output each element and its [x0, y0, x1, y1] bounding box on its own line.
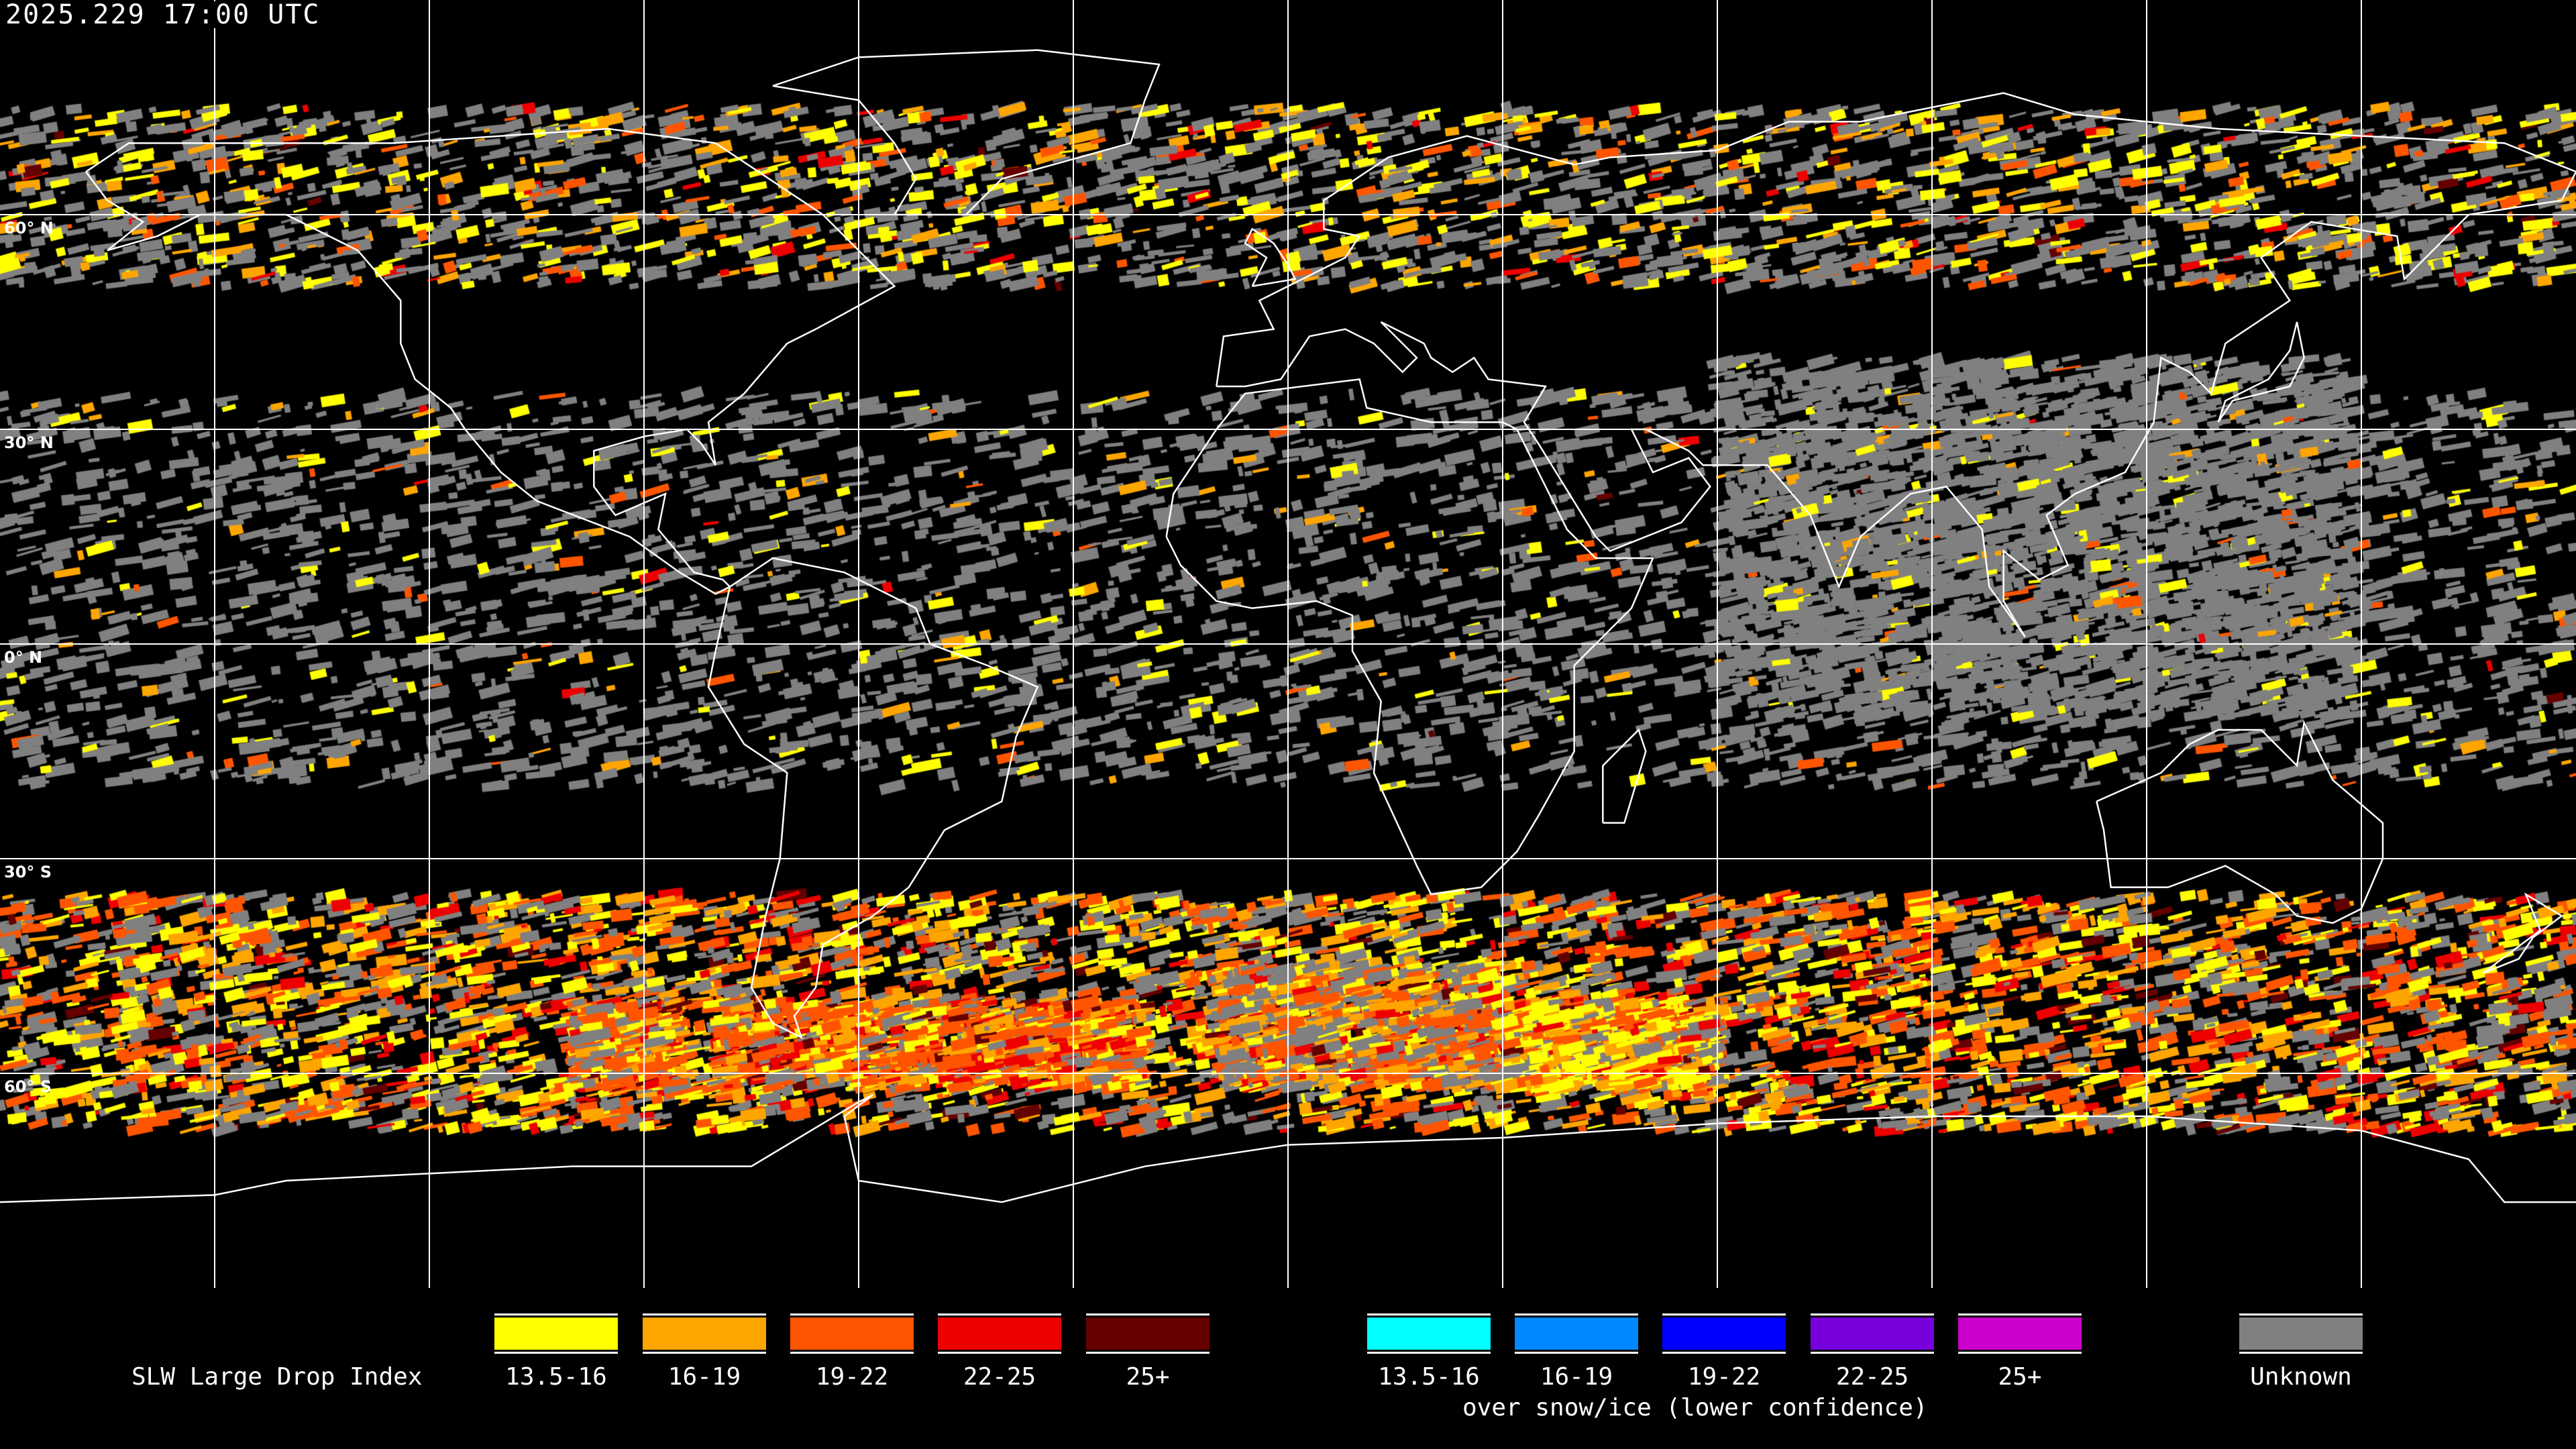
legend-swatch-snow-2 [1515, 1313, 1638, 1354]
coastline-north-america [85, 127, 896, 595]
coastline-africa [1165, 378, 1654, 896]
legend-swatch-snow-3 [1662, 1313, 1786, 1354]
coastline-japan [2217, 321, 2305, 423]
legend-swatch-liquid-3 [790, 1313, 914, 1354]
legend-label-snow-4: 22-25 [1835, 1363, 1909, 1391]
lat-label-60s: 60° S [4, 1077, 52, 1096]
coastline-greenland [772, 49, 1161, 216]
legend-snow-caption: over snow/ice (lower confidence) [1462, 1394, 1928, 1421]
coastline-south-america [707, 557, 1039, 1040]
legend-label-snow-1: 13.5-16 [1378, 1363, 1480, 1391]
legend-swatch-liquid-2 [643, 1313, 766, 1354]
coastlines-and-grid [0, 0, 2576, 1288]
lat-label-30n: 30° N [4, 433, 54, 452]
legend-swatch-snow-4 [1811, 1313, 1934, 1354]
coastline-australia [2096, 720, 2384, 924]
coastline-britain [1244, 227, 1297, 287]
legend-label-unknown: Unknown [2250, 1363, 2352, 1391]
coastline-antarctica [0, 1093, 2576, 1203]
legend-label-liquid-1: 13.5-16 [505, 1363, 607, 1391]
timestamp-title: 2025.229 17:00 UTC [3, 1, 323, 28]
lat-label-60n: 60° N [4, 219, 54, 237]
coastline-madagascar [1602, 728, 1647, 824]
legend-swatch-liquid-1 [494, 1313, 618, 1354]
legend-swatch-snow-1 [1367, 1313, 1491, 1354]
legend-label-snow-3: 19-22 [1687, 1363, 1761, 1391]
legend-swatch-snow-5 [1958, 1313, 2082, 1354]
legend-swatch-liquid-5 [1086, 1313, 1210, 1354]
legend-swatch-unknown [2239, 1313, 2363, 1354]
legend-label-liquid-3: 19-22 [815, 1363, 889, 1391]
legend-label-snow-2: 16-19 [1540, 1363, 1613, 1391]
legend-title: SLW Large Drop Index [131, 1363, 423, 1391]
coastline-new-zealand [2482, 892, 2563, 974]
legend: SLW Large Drop Index 13.5-16 16-19 19-22… [0, 1288, 2576, 1449]
lat-label-0n: 0° N [4, 648, 43, 667]
legend-swatch-liquid-4 [938, 1313, 1061, 1354]
legend-label-snow-5: 25+ [1998, 1363, 2042, 1391]
lat-label-30s: 30° S [4, 863, 52, 881]
map-panel: 2025.229 17:00 UTC 60° N 30° N 0° N 30° … [0, 0, 2576, 1288]
coastline-eurasia [1216, 92, 2576, 638]
legend-label-liquid-5: 25+ [1126, 1363, 1170, 1391]
legend-label-liquid-2: 16-19 [667, 1363, 741, 1391]
legend-label-liquid-4: 22-25 [963, 1363, 1036, 1391]
